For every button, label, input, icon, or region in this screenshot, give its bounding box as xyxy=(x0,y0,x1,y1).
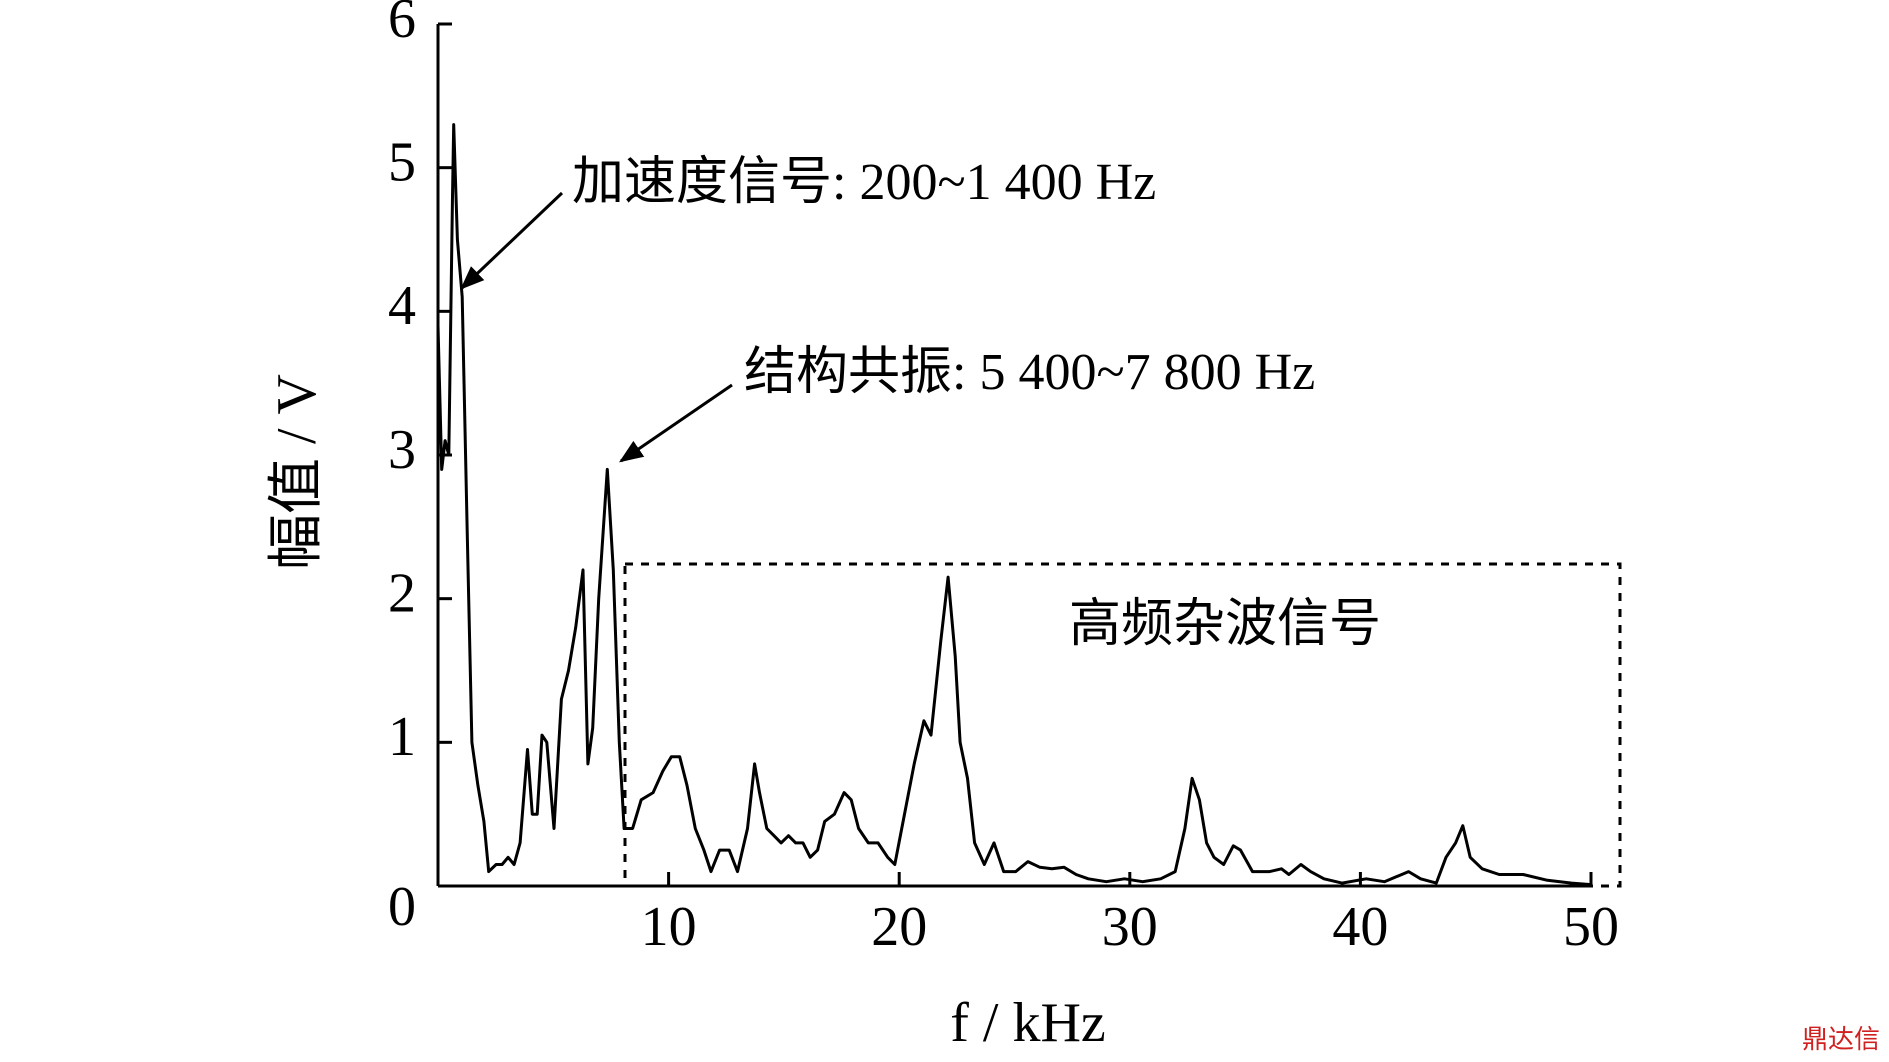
x-tick-label: 30 xyxy=(1102,896,1158,958)
x-tick-label: 40 xyxy=(1332,896,1388,958)
y-tick-label: 5 xyxy=(388,132,416,194)
annotation: 结构共振: 5 400~7 800 Hz xyxy=(744,344,1315,401)
arrow xyxy=(460,191,564,290)
spectrum-line xyxy=(436,123,1592,887)
x-tick-label: 50 xyxy=(1563,896,1619,958)
y-tick-label: 3 xyxy=(388,419,416,481)
y-tick-label: 6 xyxy=(388,0,416,50)
x-tick-label: 10 xyxy=(641,896,697,958)
noise-region-box xyxy=(623,562,1622,888)
y-tick-label: 4 xyxy=(388,275,416,337)
y-tick-label: 1 xyxy=(388,706,416,768)
y-tick-label: 0 xyxy=(388,876,416,938)
annotation: 高频杂波信号 xyxy=(1069,596,1381,653)
annotation: 加速度信号: 200~1 400 Hz xyxy=(572,154,1156,211)
watermark: 鼎达信 xyxy=(1802,1025,1880,1054)
x-axis-label: f / kHz xyxy=(950,992,1106,1054)
y-axis-label: 幅值 / V xyxy=(266,374,328,570)
y-tick-label: 2 xyxy=(388,563,416,625)
arrow xyxy=(619,383,733,463)
x-tick-label: 20 xyxy=(871,896,927,958)
